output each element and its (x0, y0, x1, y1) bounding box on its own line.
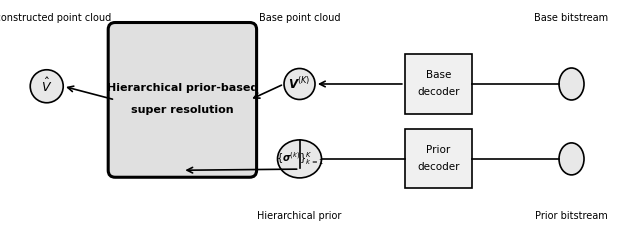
FancyBboxPatch shape (108, 22, 257, 177)
Ellipse shape (559, 68, 584, 100)
Text: $\boldsymbol{V}^{(K)}$: $\boldsymbol{V}^{(K)}$ (289, 76, 310, 92)
Bar (405, 54, 472, 114)
Ellipse shape (278, 140, 321, 178)
Text: Base point cloud: Base point cloud (259, 13, 340, 23)
Bar (405, 129, 472, 188)
Text: Base: Base (426, 71, 451, 81)
Text: Prior: Prior (426, 146, 451, 155)
Text: Prior bitstream: Prior bitstream (535, 211, 608, 221)
Text: Hierarchical prior: Hierarchical prior (257, 211, 342, 221)
Text: decoder: decoder (417, 87, 460, 97)
Ellipse shape (30, 70, 63, 103)
Text: Reconstructed point cloud: Reconstructed point cloud (0, 13, 111, 23)
Text: $\{\boldsymbol{\sigma}^{(k)}\}_{k=1}^K$: $\{\boldsymbol{\sigma}^{(k)}\}_{k=1}^K$ (276, 151, 323, 167)
Text: $\hat{V}$: $\hat{V}$ (41, 77, 52, 95)
Text: Hierarchical prior-based: Hierarchical prior-based (107, 83, 258, 93)
Text: super resolution: super resolution (131, 105, 234, 115)
Text: Base bitstream: Base bitstream (534, 13, 609, 23)
Ellipse shape (559, 143, 584, 175)
Text: decoder: decoder (417, 162, 460, 172)
Ellipse shape (284, 69, 315, 99)
